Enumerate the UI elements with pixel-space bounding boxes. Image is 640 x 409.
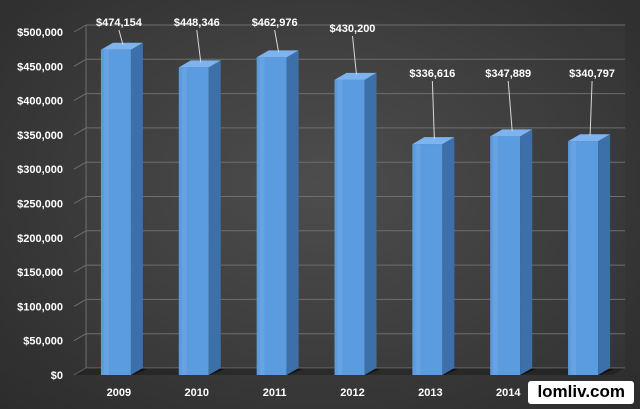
data-label-leader <box>507 80 513 132</box>
bar-top <box>178 60 221 68</box>
bar-front <box>568 141 599 375</box>
bar-front <box>100 49 131 376</box>
data-label: $336,616 <box>409 68 455 80</box>
bar-front <box>178 67 209 376</box>
bar-highlight <box>259 57 265 375</box>
data-label: $448,346 <box>174 17 220 29</box>
gridline-bevel <box>73 24 87 33</box>
data-label-leader <box>196 29 202 63</box>
data-label: $430,200 <box>330 23 376 35</box>
x-tick-label: 2009 <box>107 387 131 399</box>
bar <box>100 42 147 376</box>
data-label-leader <box>118 29 124 45</box>
bar <box>178 60 225 376</box>
data-label: $340,797 <box>569 68 615 80</box>
y-tick-label: $0 <box>51 370 63 382</box>
x-tick-label: 2011 <box>263 387 287 399</box>
bar-side <box>442 137 455 375</box>
bar-top <box>412 137 455 145</box>
bar-side <box>130 42 143 376</box>
gridline-bevel <box>73 127 87 136</box>
bar-highlight <box>571 141 577 375</box>
bar-highlight <box>337 79 343 375</box>
bar-top <box>100 42 143 50</box>
x-tick-label: 2013 <box>418 387 442 399</box>
y-tick-label: $50,000 <box>23 336 63 348</box>
bar-side <box>286 50 299 375</box>
bar-side <box>520 129 533 375</box>
bar <box>568 134 615 375</box>
data-label: $347,889 <box>485 68 531 80</box>
y-tick-label: $500,000 <box>17 27 63 39</box>
gridline-bevel <box>73 196 87 204</box>
data-label-leader <box>352 35 357 75</box>
bar <box>490 129 537 375</box>
bar-front <box>490 136 521 375</box>
bar <box>412 137 459 375</box>
gridline-bevel <box>73 264 87 273</box>
watermark-logo: lomliv.com <box>528 381 634 404</box>
gridline-bevel <box>73 230 87 239</box>
y-tick-label: $450,000 <box>17 61 63 73</box>
gridline-bevel <box>73 367 87 376</box>
x-tick-label: 2014 <box>496 387 521 399</box>
bar-top <box>256 50 299 58</box>
bar <box>334 72 381 375</box>
gridline-bevel <box>73 93 87 102</box>
data-label-leader <box>431 80 435 140</box>
y-tick-label: $400,000 <box>17 96 63 108</box>
bar-top <box>568 134 611 142</box>
x-tick-label: 2012 <box>340 387 364 399</box>
gridline-bevel <box>73 298 87 307</box>
bar-highlight <box>103 49 109 376</box>
bar-side <box>364 72 377 375</box>
bar-front <box>334 79 365 375</box>
y-tick-label: $200,000 <box>17 233 63 245</box>
data-label: $474,154 <box>96 17 143 29</box>
bar-top <box>334 72 377 80</box>
data-label-leader <box>274 29 280 53</box>
bar-top <box>490 129 533 137</box>
bar-side <box>598 134 611 375</box>
y-tick-label: $100,000 <box>17 301 63 313</box>
bar-highlight <box>415 144 421 375</box>
bar-front <box>256 57 287 375</box>
y-tick-label: $350,000 <box>17 130 63 142</box>
bar <box>256 50 303 375</box>
x-tick-label: 2010 <box>185 387 209 399</box>
gridline-bevel <box>73 58 87 67</box>
data-label: $462,976 <box>252 17 298 29</box>
bar-side <box>208 60 221 376</box>
bar-front <box>412 144 443 375</box>
bar-highlight <box>181 67 187 376</box>
data-label-leader <box>589 80 593 137</box>
gridline-bevel <box>73 161 87 170</box>
bar-highlight <box>493 136 499 375</box>
y-tick-label: $150,000 <box>17 267 63 279</box>
y-tick-label: $300,000 <box>17 164 63 176</box>
y-tick-label: $250,000 <box>17 199 63 211</box>
gridline-bevel <box>73 333 87 342</box>
